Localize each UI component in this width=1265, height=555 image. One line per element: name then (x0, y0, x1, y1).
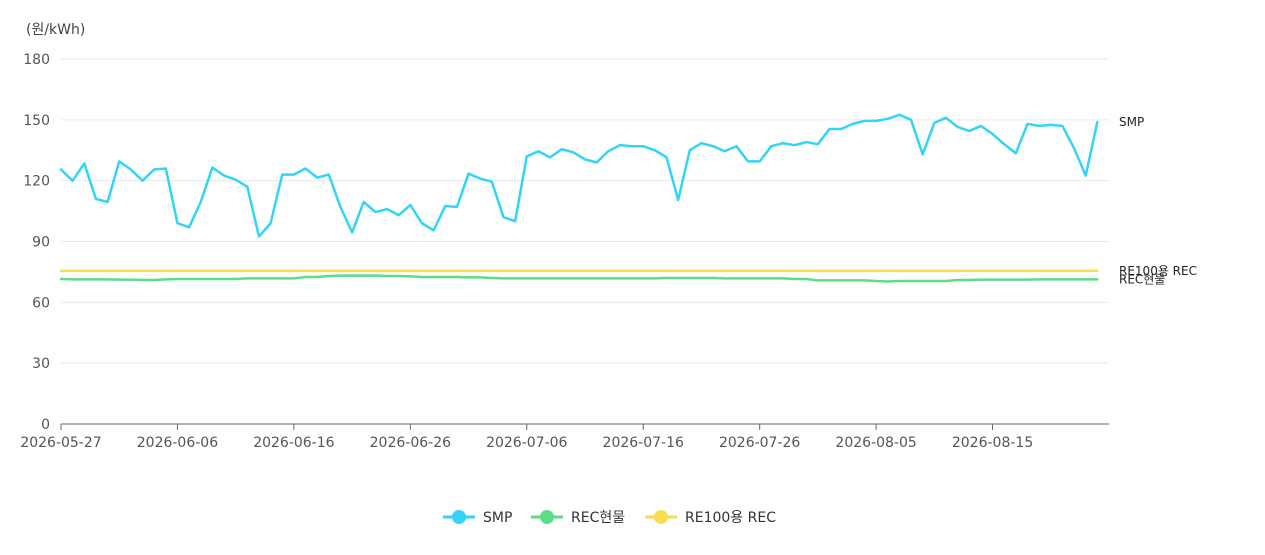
y-tick-label: 0 (41, 417, 50, 433)
grid-lines (61, 58, 1109, 364)
y-tick-label: 120 (23, 174, 50, 190)
legend-swatch-marker (654, 510, 668, 524)
legend-label: RE100용 REC (685, 510, 776, 526)
x-tick-label: 2026-08-15 (952, 435, 1033, 451)
series-line-0 (59, 113, 1099, 238)
x-tick-label: 2026-06-26 (370, 435, 451, 451)
y-tick-label: 180 (23, 52, 50, 68)
y-tick-label: 150 (23, 113, 50, 129)
legend-swatch-marker (540, 510, 554, 524)
x-tick-label: 2026-06-16 (253, 435, 334, 451)
y-axis-ticks: 0 30 60 90 120 150 180 (23, 52, 50, 433)
y-tick-label: 30 (32, 356, 50, 372)
y-tick-label: 90 (32, 235, 50, 251)
series-end-label: RE100용 REC (1119, 264, 1197, 278)
x-tick-label: 2026-08-05 (835, 435, 916, 451)
series-line-1 (59, 274, 1099, 283)
x-tick-label: 2026-07-16 (603, 435, 684, 451)
legend: SMP REC현물 RE100용 REC (443, 510, 776, 526)
x-tick-label: 2026-07-26 (719, 435, 800, 451)
x-axis-ticks: 2026-05-27 2026-06-06 2026-06-16 2026-06-26… (20, 424, 1033, 451)
x-tick-label: 2026-06-06 (137, 435, 218, 451)
series-end-label: REC현물 (1119, 272, 1165, 286)
x-tick-label: 2026-05-27 (20, 435, 101, 451)
y-tick-label: 60 (32, 295, 50, 311)
y-axis-unit-label: (원/kWh) (26, 22, 85, 38)
x-tick-label: 2026-07-06 (486, 435, 567, 451)
legend-swatch-marker (452, 510, 466, 524)
series-end-label: SMP (1119, 115, 1144, 129)
legend-label: SMP (483, 510, 512, 526)
legend-label: REC현물 (571, 510, 625, 526)
series-lines (59, 113, 1099, 283)
